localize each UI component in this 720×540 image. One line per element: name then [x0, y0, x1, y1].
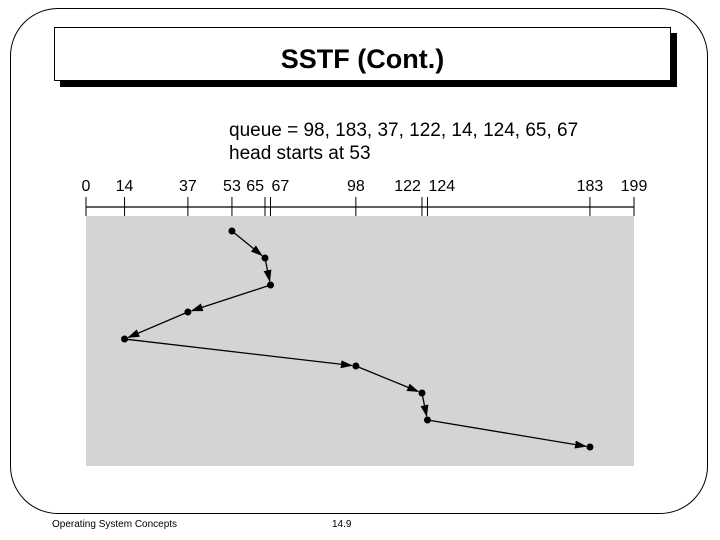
title-box: SSTF (Cont.) [54, 27, 671, 81]
tick-label-67: 67 [272, 178, 290, 195]
plot-background [86, 216, 634, 466]
movement-arrow-65-to-67 [263, 257, 272, 283]
tick-label-14: 14 [116, 178, 134, 195]
request-point-67 [267, 281, 275, 289]
tick-label-199: 199 [621, 178, 648, 195]
slide-frame [10, 8, 708, 514]
tick-label-124: 124 [428, 178, 455, 195]
movement-arrow-37-to-14 [127, 311, 189, 339]
tick-label-65: 65 [246, 178, 264, 195]
movement-arrow-53-to-65 [231, 230, 263, 257]
request-point-53 [228, 227, 236, 235]
tick-label-53: 53 [223, 178, 241, 195]
footer-course-name: Operating System Concepts [52, 519, 178, 530]
tick-label-122: 122 [394, 178, 421, 195]
movement-arrow-124-to-183 [427, 419, 587, 449]
movement-arrow-122-to-124 [420, 392, 429, 418]
request-point-98 [352, 362, 360, 370]
slide-title: SSTF (Cont.) [280, 43, 445, 74]
request-point-122 [418, 389, 426, 397]
request-point-14 [121, 335, 129, 343]
head-start-text: head starts at 53 [229, 143, 371, 164]
tick-label-98: 98 [347, 178, 365, 195]
queue-text: queue = 98, 183, 37, 122, 14, 124, 65, 6… [229, 120, 579, 141]
request-point-124 [423, 416, 431, 424]
tick-label-183: 183 [577, 178, 604, 195]
head-movement-path [121, 227, 594, 451]
tick-label-0: 0 [82, 178, 91, 195]
request-point-37 [184, 308, 192, 316]
axis-ticks: 0 14 37 53 65 67 98 122 124 183 199 [82, 178, 648, 216]
movement-arrow-14-to-98 [124, 338, 353, 369]
request-point-183 [586, 443, 594, 451]
tick-label-37: 37 [179, 178, 197, 195]
movement-arrow-98-to-122 [355, 365, 420, 393]
footer-page-number: 14.9 [332, 519, 352, 530]
request-point-65 [261, 254, 269, 262]
movement-arrow-67-to-37 [190, 284, 271, 312]
